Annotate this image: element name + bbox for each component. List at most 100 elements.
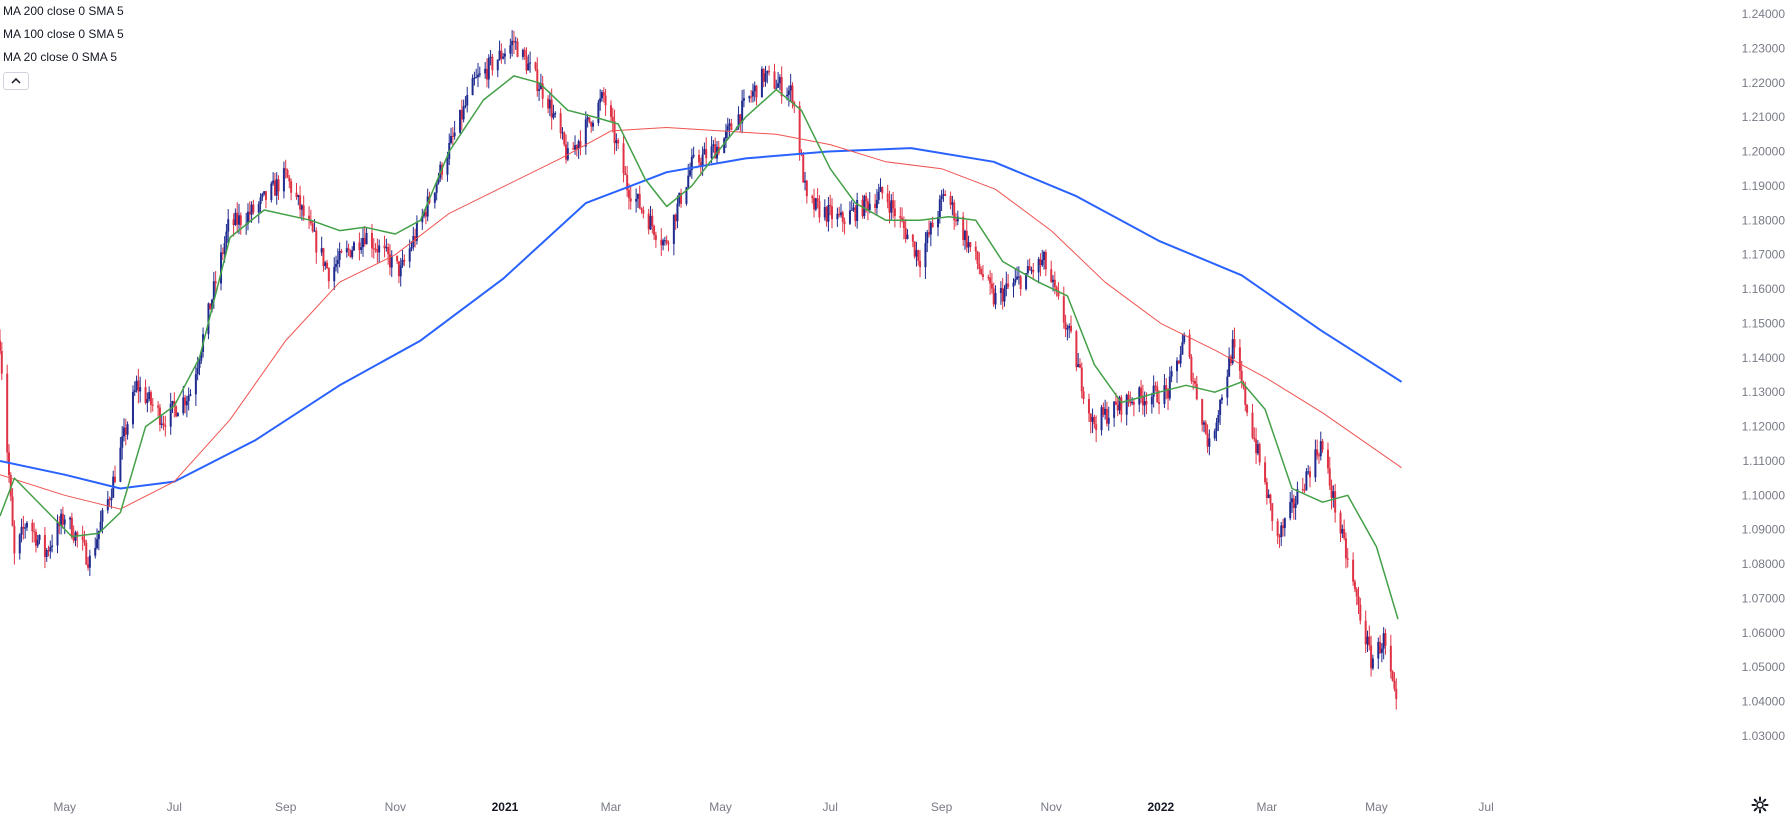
candle-body: [257, 204, 260, 213]
candle-body: [931, 222, 934, 228]
candle-body: [741, 100, 744, 124]
candle-body: [135, 380, 138, 391]
candle-body: [326, 262, 329, 269]
candle-body: [726, 125, 729, 131]
candle-body: [220, 252, 223, 284]
price-axis[interactable]: 1.24000 1.23000 1.22000 1.21000 1.20000 1.190…: [1742, 7, 1786, 743]
candle-body: [270, 183, 273, 200]
candle-body: [81, 536, 84, 540]
candle-body: [1075, 331, 1078, 368]
candle-body: [827, 204, 830, 222]
candle-body: [579, 141, 582, 147]
candle-body: [0, 350, 3, 374]
y-tick-label: 1.17000: [1742, 248, 1786, 262]
candle-body: [1163, 385, 1166, 404]
candle-body: [484, 68, 487, 74]
candle-body: [868, 203, 871, 211]
candle-body: [1107, 417, 1110, 424]
candle-body: [473, 77, 476, 79]
candle-body: [1353, 581, 1356, 590]
candle-body: [1089, 413, 1092, 422]
candle-body: [572, 148, 575, 150]
legend-item-ma20[interactable]: MA 20 close 0 SMA 5: [3, 50, 118, 64]
candle-body: [313, 230, 316, 232]
candle-body: [264, 191, 267, 200]
candle-body: [1334, 491, 1337, 513]
candle-body: [874, 203, 877, 208]
candle-body: [146, 399, 149, 403]
candle-body: [1371, 658, 1374, 669]
time-axis[interactable]: May Jul Sep Nov 2021 Mar May Jul Sep Nov 2022 Mar Ma…: [53, 800, 1493, 814]
candle-body: [1319, 441, 1322, 457]
candle-body: [778, 77, 781, 84]
candle-body: [1016, 276, 1019, 280]
candle-body: [1165, 385, 1168, 390]
legend-collapse-button[interactable]: [3, 72, 29, 90]
candle-body: [1217, 414, 1220, 423]
candle-body: [290, 181, 293, 193]
candle-body: [1267, 494, 1270, 499]
candle-body: [1041, 260, 1044, 266]
candle-body: [1132, 401, 1135, 405]
candle-body: [282, 168, 285, 192]
candle-body: [1007, 283, 1010, 287]
candle-body: [396, 255, 399, 262]
candle-body: [295, 192, 298, 197]
candle-body: [248, 211, 251, 215]
candle-body: [514, 41, 517, 43]
candle-body: [83, 539, 86, 543]
candle-body: [1118, 397, 1121, 411]
candle-body: [626, 175, 629, 191]
candle-body: [207, 303, 210, 335]
x-tick-label: May: [709, 800, 732, 814]
candle-body: [963, 230, 966, 241]
candle-body: [1269, 494, 1272, 504]
candle-body: [886, 193, 889, 203]
candle-body: [1215, 422, 1218, 432]
candle-body: [1316, 449, 1319, 456]
candle-body: [1087, 399, 1090, 414]
candle-body: [315, 230, 318, 253]
y-tick-label: 1.15000: [1742, 316, 1786, 330]
candle-body: [110, 497, 113, 501]
candle-body: [748, 96, 751, 99]
candle-body: [866, 201, 869, 211]
candle-body: [915, 250, 918, 257]
candle-body: [789, 85, 792, 91]
x-tick-label: 2022: [1147, 800, 1174, 814]
candle-body: [899, 216, 902, 218]
candle-body: [597, 102, 600, 123]
candle-body: [49, 546, 52, 552]
candle-body: [541, 83, 544, 99]
chart-settings-button[interactable]: [1750, 795, 1770, 815]
candle-body: [1102, 407, 1105, 415]
candle-body: [1154, 385, 1157, 387]
candle-body: [250, 204, 253, 215]
legend-item-ma100[interactable]: MA 100 close 0 SMA 5: [3, 27, 124, 41]
candle-body: [703, 148, 706, 155]
candle-body: [1120, 397, 1123, 415]
candle-body: [534, 62, 537, 70]
legend-item-ma200[interactable]: MA 200 close 0 SMA 5: [3, 4, 124, 18]
candle-body: [904, 227, 907, 240]
candle-body: [1188, 334, 1191, 357]
candle-body: [1255, 439, 1258, 454]
candle-body: [944, 194, 947, 196]
candle-body: [990, 283, 993, 289]
candle-body: [892, 200, 895, 209]
candle-body: [1283, 518, 1286, 529]
candle-body: [1213, 431, 1216, 439]
candle-body: [227, 219, 230, 232]
candle-body: [674, 214, 677, 222]
candle-body: [225, 231, 228, 243]
candle-body: [1077, 364, 1080, 368]
candle-body: [624, 173, 627, 176]
candle-body: [466, 95, 469, 106]
candle-body: [1019, 276, 1022, 290]
candle-body: [629, 198, 632, 202]
candle-body: [415, 222, 418, 241]
candle-body: [865, 195, 868, 202]
candle-body: [345, 248, 348, 253]
candle-body: [340, 250, 343, 253]
